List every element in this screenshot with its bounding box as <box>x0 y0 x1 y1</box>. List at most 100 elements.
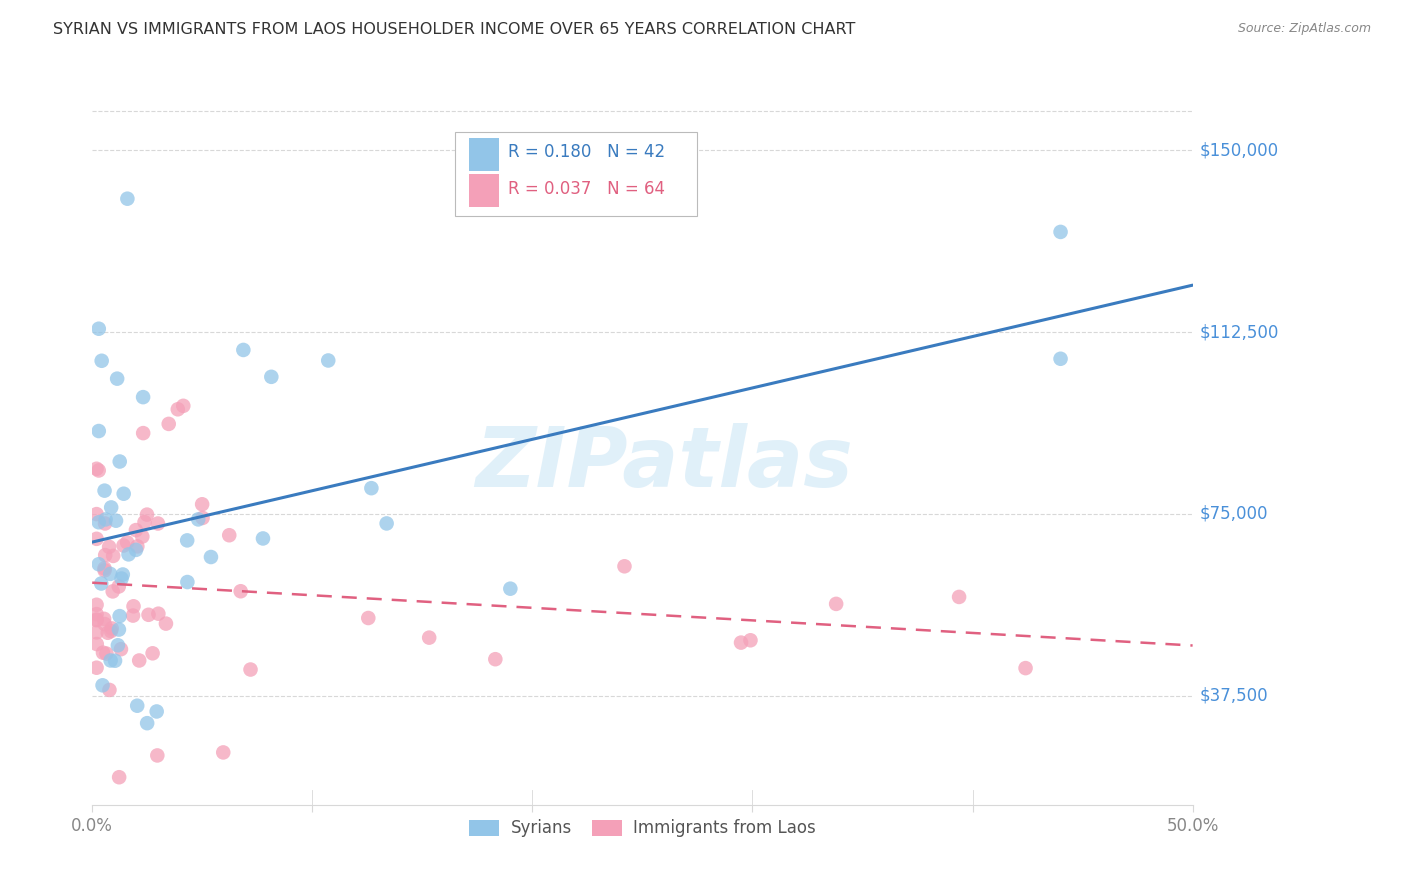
Point <box>191 497 214 511</box>
Point <box>357 611 380 625</box>
Point <box>128 653 150 667</box>
Point <box>101 584 124 599</box>
Text: $75,000: $75,000 <box>1199 505 1268 523</box>
Point <box>122 599 145 614</box>
Point <box>122 608 145 623</box>
Point <box>136 716 159 731</box>
Point <box>131 530 153 544</box>
Point <box>142 646 165 660</box>
Text: $37,500: $37,500 <box>1199 687 1268 705</box>
Point <box>87 322 110 336</box>
Point <box>107 638 129 652</box>
Point <box>730 635 752 649</box>
Point <box>97 625 120 640</box>
Point <box>105 372 128 386</box>
Y-axis label: Householder Income Over 65 years: Householder Income Over 65 years <box>0 306 7 577</box>
Point <box>86 462 108 476</box>
Point <box>148 607 170 621</box>
Point <box>1049 225 1071 239</box>
Text: SYRIAN VS IMMIGRANTS FROM LAOS HOUSEHOLDER INCOME OVER 65 YEARS CORRELATION CHAR: SYRIAN VS IMMIGRANTS FROM LAOS HOUSEHOLD… <box>53 22 856 37</box>
Bar <box>468 174 499 207</box>
Point <box>125 523 148 537</box>
Text: $150,000: $150,000 <box>1199 141 1278 159</box>
Point <box>146 748 169 763</box>
Point <box>94 548 117 562</box>
Point <box>138 607 160 622</box>
Point <box>98 682 121 697</box>
Point <box>316 353 339 368</box>
Point <box>127 540 149 554</box>
Point <box>146 516 169 531</box>
Text: $112,500: $112,500 <box>1199 323 1278 341</box>
Point <box>86 612 108 626</box>
Text: R = 0.180   N = 42: R = 0.180 N = 42 <box>508 144 665 161</box>
Point <box>86 637 108 651</box>
Point <box>948 590 970 604</box>
Point <box>96 647 118 661</box>
Point <box>86 507 108 521</box>
Point <box>134 515 156 529</box>
Point <box>176 575 198 590</box>
Point <box>155 616 177 631</box>
Point <box>86 613 108 627</box>
Point <box>86 598 108 612</box>
Point <box>117 192 139 206</box>
Point <box>91 678 114 692</box>
Point <box>136 508 159 522</box>
Point <box>87 424 110 438</box>
Point <box>108 770 131 784</box>
Point <box>90 576 112 591</box>
Point <box>1014 661 1036 675</box>
Point <box>107 579 129 593</box>
Point <box>90 353 112 368</box>
Point <box>132 426 155 441</box>
Point <box>108 609 131 624</box>
Point <box>98 566 121 581</box>
Point <box>86 532 108 546</box>
Text: ZIPatlas: ZIPatlas <box>475 423 853 504</box>
Point <box>232 343 254 357</box>
Point <box>1049 351 1071 366</box>
Point <box>105 514 128 528</box>
Point <box>94 512 117 526</box>
Point <box>86 625 108 640</box>
Point <box>218 528 240 542</box>
Point <box>87 516 110 530</box>
Point <box>94 516 117 531</box>
Point <box>91 646 114 660</box>
Point <box>229 584 252 599</box>
Point <box>260 369 283 384</box>
Point <box>176 533 198 548</box>
Point <box>125 542 148 557</box>
Text: Source: ZipAtlas.com: Source: ZipAtlas.com <box>1237 22 1371 36</box>
Point <box>112 539 135 553</box>
Point <box>172 399 194 413</box>
Point <box>110 642 132 657</box>
Point <box>100 622 122 636</box>
Point <box>98 540 121 554</box>
Point <box>100 500 122 515</box>
Point <box>499 582 522 596</box>
Point <box>100 653 122 667</box>
Point <box>87 558 110 572</box>
Point <box>101 549 124 563</box>
Point <box>104 654 127 668</box>
Point <box>191 511 214 525</box>
Point <box>117 547 139 561</box>
Point <box>100 624 122 639</box>
Point <box>484 652 506 666</box>
Point <box>86 607 108 622</box>
Point <box>145 705 167 719</box>
Point <box>613 559 636 574</box>
Point <box>108 623 131 637</box>
Point <box>93 483 115 498</box>
Point <box>212 746 235 760</box>
Point <box>93 617 115 632</box>
Point <box>86 661 108 675</box>
Point <box>93 563 115 577</box>
Point <box>360 481 382 495</box>
Point <box>187 512 209 526</box>
Text: R = 0.037   N = 64: R = 0.037 N = 64 <box>508 180 665 198</box>
Point <box>93 612 115 626</box>
Point <box>200 549 222 564</box>
